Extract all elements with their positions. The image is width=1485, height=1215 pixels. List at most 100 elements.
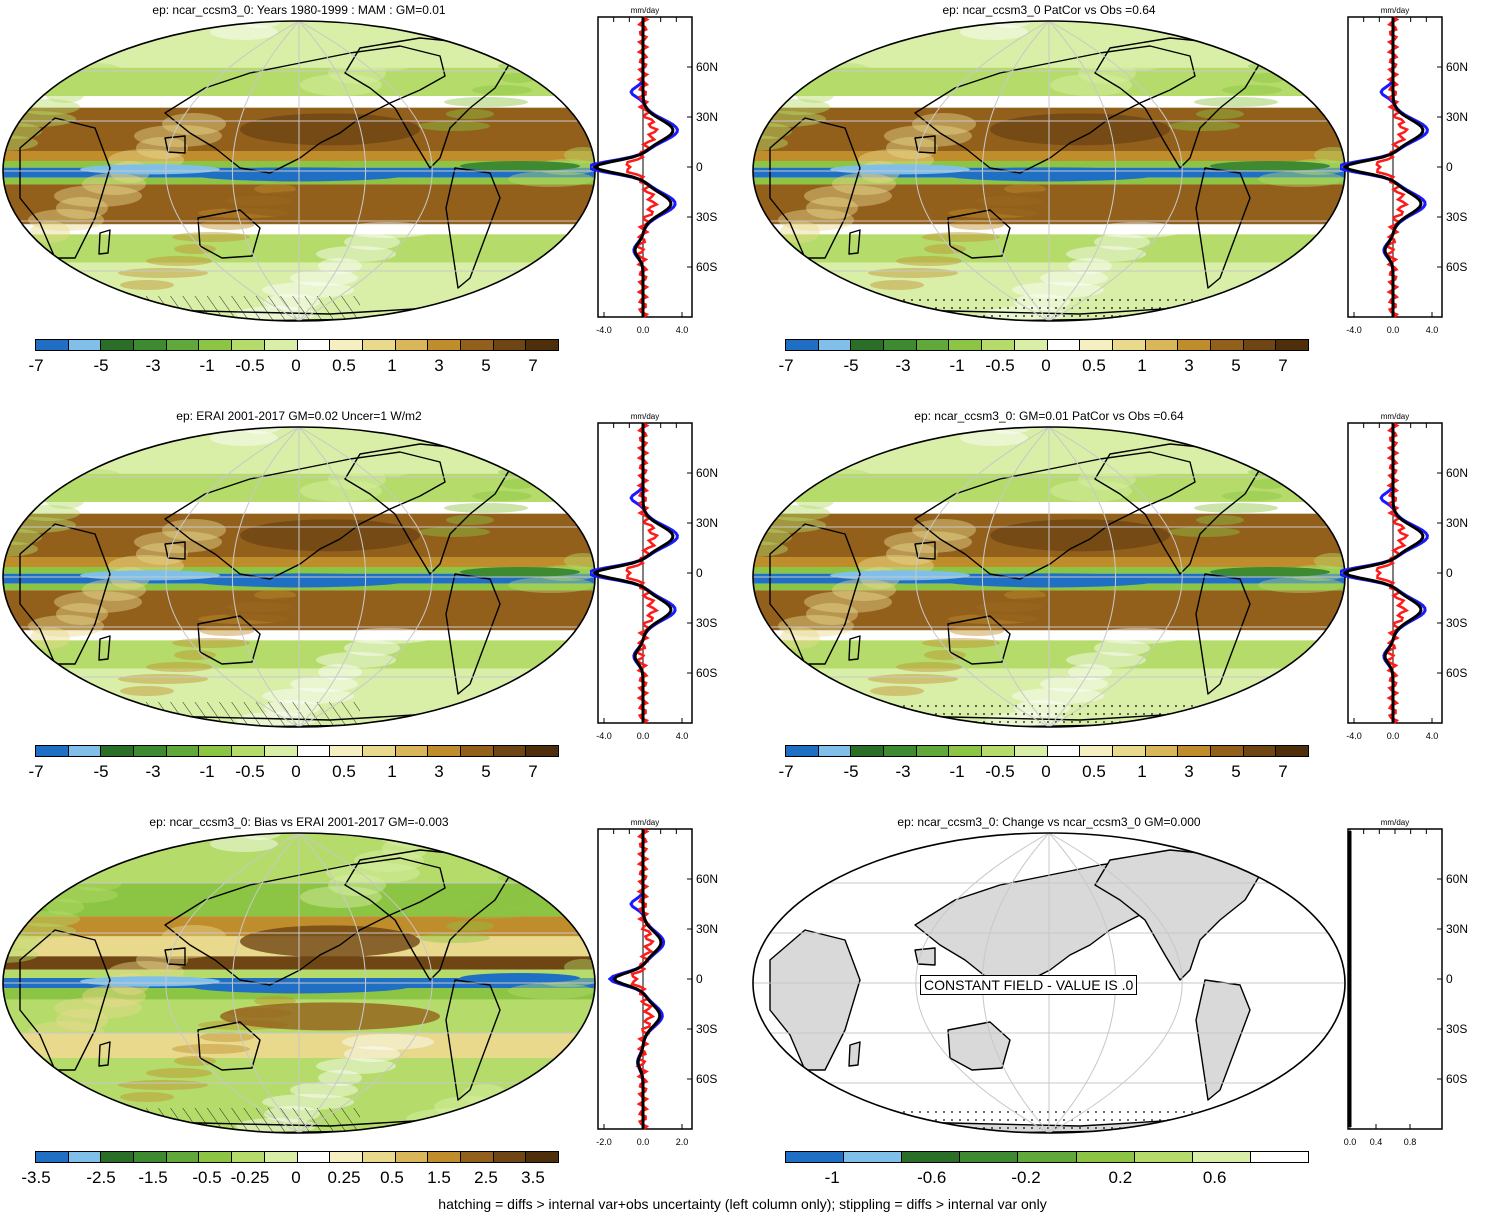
colorbar-swatch bbox=[884, 340, 917, 350]
zonal-x-tick-label: 0.0 bbox=[637, 731, 650, 741]
lat-tick-label: 0 bbox=[696, 566, 703, 580]
panel-1-colorbar-labels: -7 -5 -3 -1 -0.5 0 0.5 1 3 5 7 bbox=[28, 356, 559, 376]
lat-tick-label: 60N bbox=[1446, 60, 1468, 74]
panel-1-zonal-plot: mm/day 60N 30N 0 30S 60S -4.0 0.0 4.0 bbox=[590, 6, 718, 335]
colorbar-swatch bbox=[916, 340, 950, 350]
colorbar-tick-label: 0 bbox=[291, 1168, 301, 1187]
coastline-2 bbox=[769, 523, 861, 665]
colorbar-tick-label: 3 bbox=[1184, 762, 1194, 781]
zonal-diff-line bbox=[625, 421, 660, 724]
colorbar-tick-label: 7 bbox=[528, 762, 538, 781]
coastline-2 bbox=[769, 929, 861, 1071]
colorbar-swatch bbox=[1276, 340, 1308, 350]
coastline-3 bbox=[848, 229, 861, 255]
colorbar-tick-label: 0 bbox=[291, 356, 301, 375]
coastline-2 bbox=[769, 117, 861, 259]
lat-tick-label: 30N bbox=[1446, 110, 1468, 124]
zonal-mean-line bbox=[592, 423, 675, 723]
zonal-x-tick-label: 2.0 bbox=[676, 1137, 689, 1147]
colorbar-swatch bbox=[297, 1152, 331, 1162]
zonal-diff-line bbox=[625, 15, 660, 318]
colorbar-tick-label: -3 bbox=[895, 762, 911, 781]
zonal-obs-line bbox=[1340, 17, 1429, 317]
colorbar-swatch bbox=[493, 746, 527, 756]
zonal-x-tick-label: -4.0 bbox=[1346, 731, 1362, 741]
lat-tick-label: 0 bbox=[1446, 566, 1453, 580]
colorbar-swatch bbox=[493, 1152, 527, 1162]
zonal-diff-line bbox=[1375, 15, 1410, 318]
coastline-3 bbox=[848, 1041, 861, 1067]
colorbar-swatch bbox=[36, 1152, 69, 1162]
colorbar-swatch bbox=[36, 746, 69, 756]
colorbar-tick-label: -1 bbox=[949, 356, 965, 375]
colorbar-tick-label: 5 bbox=[1231, 356, 1241, 375]
colorbar-swatch bbox=[949, 746, 983, 756]
colorbar-tick-label: 0.6 bbox=[1202, 1168, 1227, 1187]
colorbar-tick-label: 7 bbox=[1278, 356, 1288, 375]
colorbar-swatch bbox=[1112, 746, 1146, 756]
colorbar-swatch bbox=[851, 746, 885, 756]
panel-4-colorbar-labels: -7 -5 -3 -1 -0.5 0 0.5 1 3 5 7 bbox=[778, 762, 1309, 782]
colorbar-swatch bbox=[1014, 746, 1048, 756]
colorbar-swatch bbox=[101, 1152, 135, 1162]
zonal-frame bbox=[1347, 16, 1443, 318]
colorbar-swatch bbox=[1250, 1152, 1308, 1162]
colorbar-tick-label: 0.5 bbox=[332, 356, 356, 375]
lat-tick-label: 60N bbox=[1446, 872, 1468, 886]
colorbar-tick-label: 2.5 bbox=[474, 1168, 498, 1187]
panel-2-colorbar bbox=[785, 339, 1309, 351]
colorbar-swatch bbox=[362, 746, 396, 756]
zonal-unit-label: mm/day bbox=[631, 6, 659, 15]
colorbar-tick-label: 5 bbox=[481, 762, 491, 781]
panel-2-colorbar-labels: -7 -5 -3 -1 -0.5 0 0.5 1 3 5 7 bbox=[778, 356, 1309, 376]
zonal-unit-label: mm/day bbox=[631, 818, 659, 827]
colorbar-swatch bbox=[428, 746, 461, 756]
panel-5-title: ep: ncar_ccsm3_0: Bias vs ERAI 2001-2017… bbox=[149, 815, 449, 829]
panel-4-title: ep: ncar_ccsm3_0: GM=0.01 PatCor vs Obs … bbox=[914, 409, 1184, 423]
coastline-2 bbox=[19, 523, 111, 665]
colorbar-tick-label: 5 bbox=[481, 356, 491, 375]
colorbar-swatch bbox=[134, 1152, 167, 1162]
zonal-diff-line bbox=[630, 827, 656, 1130]
coastline-3 bbox=[98, 635, 111, 661]
coastline-4 bbox=[947, 1021, 1011, 1071]
zonal-unit-label: mm/day bbox=[1381, 6, 1409, 15]
colorbar-swatch bbox=[460, 340, 494, 350]
colorbar-tick-label: 0 bbox=[291, 762, 301, 781]
coastline-0 bbox=[914, 451, 1196, 580]
zonal-x-tick-label: 0.4 bbox=[1370, 1137, 1383, 1147]
colorbar-swatch bbox=[1276, 746, 1308, 756]
zonal-mean-line bbox=[612, 829, 663, 1129]
colorbar-swatch bbox=[1145, 746, 1179, 756]
colorbar-tick-label: 1 bbox=[387, 762, 397, 781]
colorbar-tick-label: -3 bbox=[145, 356, 161, 375]
colorbar-swatch bbox=[982, 746, 1015, 756]
colorbar-swatch bbox=[264, 340, 298, 350]
colorbar-swatch bbox=[1047, 746, 1081, 756]
colorbar-tick-label: -1 bbox=[199, 762, 215, 781]
map-border bbox=[752, 832, 1346, 1134]
lat-tick-label: 30S bbox=[696, 1022, 717, 1036]
colorbar-swatch bbox=[1145, 340, 1179, 350]
colorbar-tick-label: -3.5 bbox=[21, 1168, 51, 1187]
colorbar-swatch bbox=[199, 746, 233, 756]
lat-tick-label: 60S bbox=[1446, 666, 1467, 680]
colorbar-tick-label: -7 bbox=[28, 356, 44, 375]
panel-3-colorbar-labels: -7 -5 -3 -1 -0.5 0 0.5 1 3 5 7 bbox=[28, 762, 559, 782]
colorbar-tick-label: 0 bbox=[1041, 356, 1051, 375]
zonal-x-tick-label: -4.0 bbox=[596, 325, 612, 335]
panel-6-zonal-plot: mm/day 60N 30N 0 30S 60S 0.0 0.4 0.8 bbox=[1344, 818, 1468, 1147]
zonal-obs-line bbox=[1340, 423, 1429, 723]
colorbar-swatch bbox=[101, 746, 135, 756]
colorbar-tick-label: -7 bbox=[778, 356, 794, 375]
colorbar-tick-label: -0.25 bbox=[230, 1168, 270, 1187]
colorbar-swatch bbox=[1014, 340, 1048, 350]
panel-6-colorbar bbox=[785, 1151, 1309, 1163]
colorbar-swatch bbox=[1112, 340, 1146, 350]
colorbar-swatch bbox=[232, 1152, 265, 1162]
zonal-x-tick-label: 4.0 bbox=[1426, 731, 1439, 741]
zonal-x-tick-label: 0.0 bbox=[637, 1137, 650, 1147]
zonal-diff-line bbox=[1375, 421, 1410, 724]
lat-tick-label: 60N bbox=[696, 872, 718, 886]
colorbar-tick-label: -0.5 bbox=[235, 762, 265, 781]
